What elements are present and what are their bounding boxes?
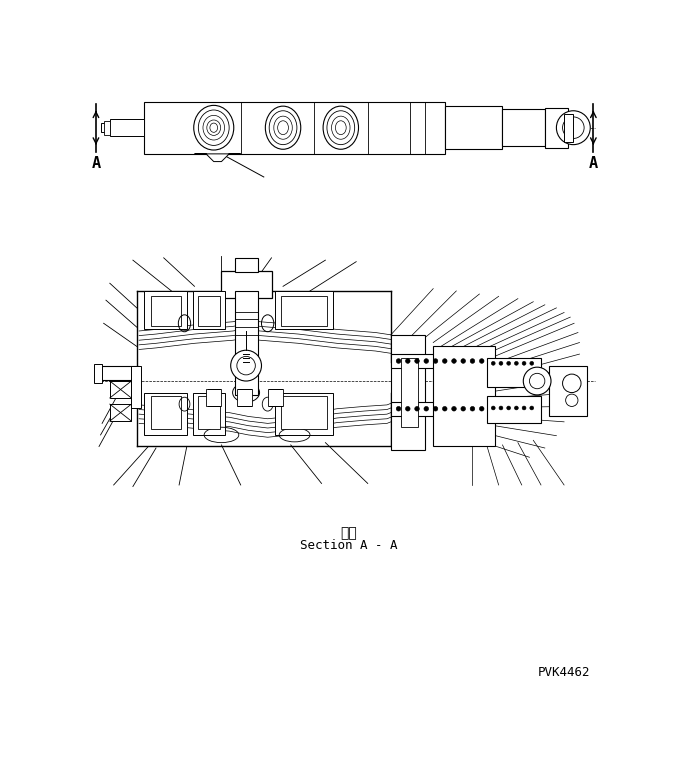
Bar bbox=[144, 291, 187, 329]
Circle shape bbox=[443, 407, 447, 411]
Circle shape bbox=[524, 367, 551, 395]
Ellipse shape bbox=[194, 105, 234, 150]
Circle shape bbox=[492, 406, 495, 410]
Bar bbox=[401, 358, 418, 428]
Bar bbox=[101, 366, 139, 380]
Bar bbox=[503, 109, 545, 146]
Circle shape bbox=[396, 358, 401, 363]
Bar bbox=[109, 404, 131, 421]
Bar bbox=[275, 393, 333, 435]
Circle shape bbox=[443, 358, 447, 363]
Bar bbox=[391, 354, 487, 368]
Circle shape bbox=[470, 358, 475, 363]
Ellipse shape bbox=[233, 383, 260, 402]
Circle shape bbox=[499, 406, 503, 410]
Bar bbox=[445, 106, 503, 149]
Bar bbox=[193, 291, 225, 329]
Bar bbox=[193, 393, 225, 435]
Circle shape bbox=[231, 350, 262, 381]
Circle shape bbox=[507, 361, 511, 365]
Bar bbox=[564, 114, 573, 141]
Bar bbox=[545, 108, 568, 148]
Bar bbox=[391, 335, 426, 451]
Circle shape bbox=[415, 358, 420, 363]
Bar bbox=[487, 358, 541, 387]
Bar bbox=[95, 364, 102, 382]
Bar bbox=[391, 402, 487, 416]
Circle shape bbox=[452, 407, 456, 411]
Circle shape bbox=[556, 111, 590, 145]
Text: A: A bbox=[91, 155, 101, 171]
Circle shape bbox=[522, 406, 526, 410]
Text: PVK4462: PVK4462 bbox=[538, 667, 590, 679]
Circle shape bbox=[492, 361, 495, 365]
Circle shape bbox=[424, 358, 428, 363]
Bar bbox=[268, 389, 283, 406]
Circle shape bbox=[515, 361, 518, 365]
Polygon shape bbox=[194, 154, 241, 161]
Circle shape bbox=[530, 406, 534, 410]
Bar bbox=[433, 346, 495, 447]
Circle shape bbox=[396, 407, 401, 411]
Bar bbox=[144, 102, 445, 154]
Bar bbox=[150, 296, 182, 325]
Bar bbox=[487, 397, 541, 424]
Ellipse shape bbox=[323, 106, 358, 149]
Circle shape bbox=[433, 358, 438, 363]
Bar bbox=[103, 121, 109, 135]
Circle shape bbox=[522, 361, 526, 365]
Bar bbox=[109, 381, 131, 398]
Circle shape bbox=[479, 407, 484, 411]
Bar bbox=[235, 291, 258, 395]
Bar bbox=[144, 393, 187, 435]
Circle shape bbox=[405, 407, 410, 411]
Bar bbox=[131, 365, 141, 408]
Bar bbox=[275, 291, 333, 329]
Bar bbox=[237, 389, 252, 406]
Ellipse shape bbox=[265, 106, 301, 149]
Bar bbox=[101, 123, 109, 132]
Circle shape bbox=[433, 407, 438, 411]
Circle shape bbox=[499, 361, 503, 365]
Circle shape bbox=[237, 356, 255, 375]
Circle shape bbox=[507, 406, 511, 410]
Circle shape bbox=[405, 358, 410, 363]
Circle shape bbox=[515, 406, 518, 410]
Bar bbox=[281, 296, 327, 325]
Circle shape bbox=[461, 407, 466, 411]
Text: Section A - A: Section A - A bbox=[300, 538, 397, 551]
Bar bbox=[222, 271, 271, 298]
Circle shape bbox=[479, 358, 484, 363]
Text: A: A bbox=[589, 155, 598, 171]
Bar bbox=[109, 119, 144, 136]
Bar bbox=[150, 397, 182, 429]
Circle shape bbox=[530, 361, 534, 365]
Text: 断面: 断面 bbox=[340, 526, 357, 540]
Bar bbox=[549, 365, 588, 416]
Bar bbox=[199, 296, 220, 325]
Bar bbox=[206, 389, 222, 406]
Circle shape bbox=[461, 358, 466, 363]
Circle shape bbox=[415, 407, 420, 411]
Bar bbox=[281, 397, 327, 429]
Bar bbox=[199, 397, 220, 429]
Circle shape bbox=[470, 407, 475, 411]
Bar bbox=[235, 258, 258, 271]
Circle shape bbox=[424, 407, 428, 411]
Circle shape bbox=[452, 358, 456, 363]
